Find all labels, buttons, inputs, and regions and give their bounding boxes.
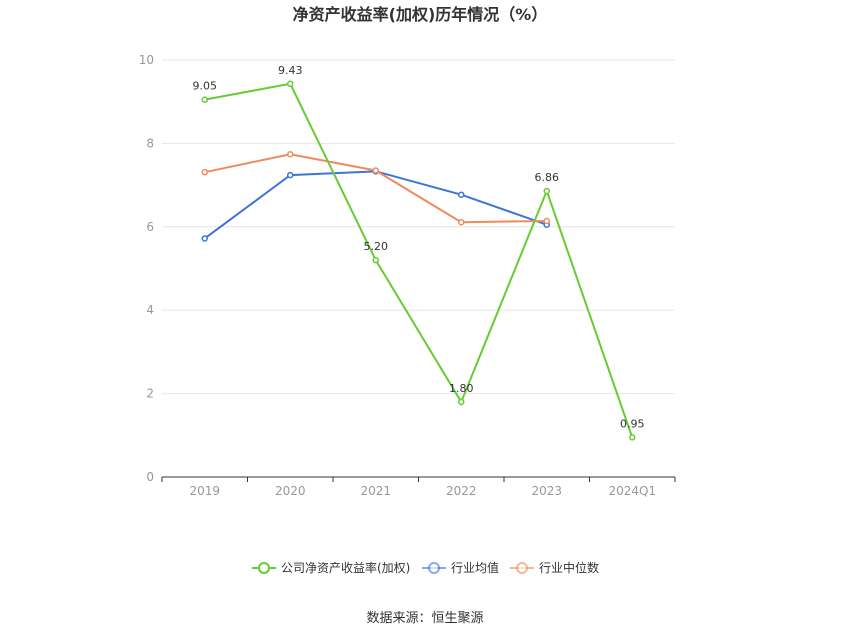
data-point [543, 187, 550, 195]
series-line-1 [204, 170, 548, 240]
data-point [543, 217, 550, 225]
legend-item-1[interactable]: 行业均值 [422, 560, 499, 575]
data-point [372, 256, 379, 264]
data-source-note: 数据来源：恒生聚源 [366, 611, 483, 626]
y-tick-label: 0 [146, 470, 154, 484]
data-label: 0.95 [620, 417, 645, 430]
data-point [458, 398, 465, 406]
data-point [201, 96, 208, 103]
legend-item-2[interactable]: 行业中位数 [510, 560, 599, 575]
legend-marker-icon [258, 562, 270, 574]
legend-marker-icon [428, 562, 440, 574]
x-tick-label: 2020 [275, 484, 306, 498]
legend-item-0[interactable]: 公司净资产收益率(加权) [252, 560, 410, 575]
y-tick-label: 8 [146, 136, 154, 150]
x-tick-label: 2019 [189, 484, 220, 498]
data-point [287, 80, 294, 88]
data-point [372, 167, 379, 174]
legend-label: 行业均值 [451, 560, 499, 575]
data-label: 9.05 [193, 80, 218, 93]
grid-layer [162, 59, 675, 395]
data-label-layer: 9.05 9.43 5.20 1.80 6.86 0.95 [193, 64, 645, 431]
data-label: 1.80 [449, 382, 474, 395]
series-line-2 [204, 153, 547, 224]
series-layer [201, 80, 636, 441]
data-label: 5.20 [364, 240, 389, 253]
legend[interactable]: 公司净资产收益率(加权) 行业均值 行业中位数 [252, 560, 599, 575]
data-point [201, 235, 208, 242]
x-tick-label: 2023 [531, 484, 562, 498]
y-tick-label: 10 [139, 53, 154, 67]
data-point [287, 150, 294, 158]
legend-marker-icon [516, 562, 528, 574]
data-point [458, 218, 465, 226]
series-line-0 [204, 82, 634, 438]
x-tick-label: 2021 [360, 484, 391, 498]
data-point [287, 171, 294, 179]
data-point [201, 168, 208, 176]
x-tick-label: 2022 [446, 484, 477, 498]
y-tick-label: 2 [146, 387, 154, 401]
data-label: 6.86 [535, 171, 560, 184]
chart-title: 净资产收益率(加权)历年情况（%） [293, 5, 548, 24]
data-point [458, 191, 465, 198]
y-tick-label: 6 [146, 220, 154, 234]
y-tick-label: 4 [146, 303, 154, 317]
legend-label: 公司净资产收益率(加权) [281, 560, 410, 575]
x-tick-label: 2024Q1 [608, 484, 656, 498]
legend-label: 行业中位数 [539, 560, 599, 575]
data-point [629, 434, 636, 441]
axis-layer: 0 2 4 6 8 10 2019 2020 2021 2022 2023 2024Q1 [139, 53, 676, 498]
data-label: 9.43 [278, 64, 303, 77]
